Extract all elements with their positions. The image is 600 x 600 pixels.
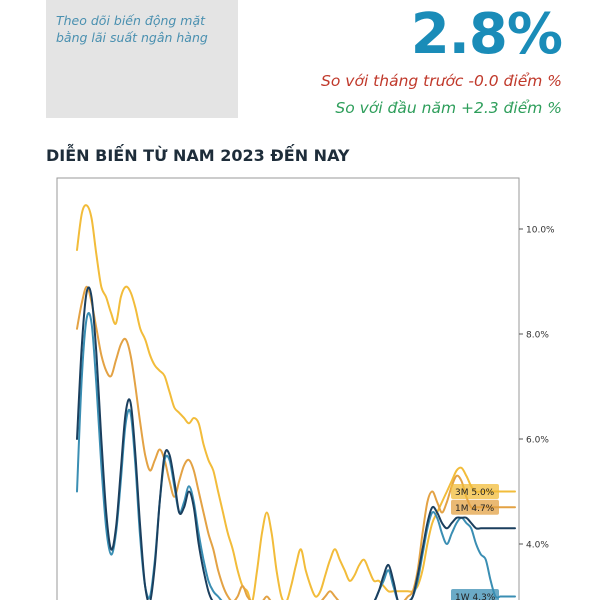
end-label-text: 1W 4.3% [455,593,496,600]
end-label-1m: 1M 4.7% [451,499,499,515]
end-label-text: 1M 4.7% [455,504,495,514]
end-labels: 3M 5.0% 1M 4.7% 1W 4.3% [451,484,499,600]
series-line-3m [76,204,516,600]
y-tick-label: 8.0% [526,331,549,341]
end-label-box [451,499,499,515]
y-tick-label: 6.0% [526,436,549,446]
end-label-3m: 3M 5.0% [451,484,499,499]
y-tick-label: 10.0% [526,226,555,236]
info-text: Theo dõi biến động mặt bằng lãi suất ngâ… [56,13,208,45]
series-lines [76,204,516,600]
series-line-1w [76,312,516,600]
end-label-box [451,484,499,499]
end-label-box [451,589,499,600]
plot-frame [56,177,520,600]
current-rate-value: 2.8% [410,2,563,67]
series-line-1m [76,285,516,600]
y-axis: 10.0% 8.0% 6.0% 4.0% [519,226,555,551]
year-comparison: So với đầu năm +2.3 điểm % [335,99,562,117]
month-comparison: So với tháng trước -0.0 điểm % [321,72,562,90]
info-box: Theo dõi biến động mặt bằng lãi suất ngâ… [46,0,238,118]
end-label-1w: 1W 4.3% [451,589,499,600]
y-tick-label: 4.0% [526,541,549,551]
section-title: DIỄN BIẾN TỪ NAM 2023 ĐẾN NAY [46,146,350,165]
end-label-text: 3M 5.0% [455,488,495,498]
